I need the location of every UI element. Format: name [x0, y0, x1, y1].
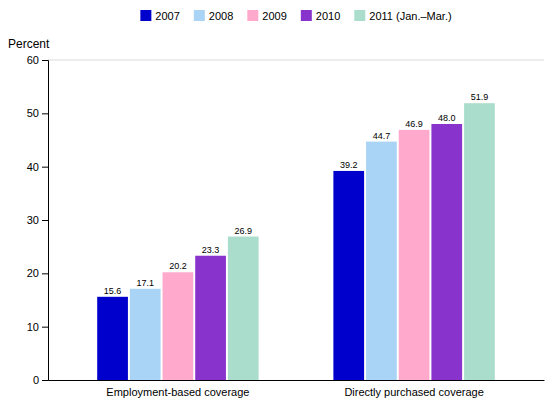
bar	[97, 297, 128, 380]
legend-label: 2011 (Jan.–Mar.)	[369, 10, 451, 22]
bar	[333, 171, 364, 380]
x-axis: Employment-based coverage Directly purcha…	[49, 381, 545, 398]
chart-container: 0 10 20 30 40 50 60 Employment-based coverage Di…	[0, 0, 560, 420]
bars	[97, 103, 495, 380]
y-tick-label: 40	[27, 161, 39, 173]
legend-item: 2008	[194, 10, 233, 22]
y-tick: 20	[27, 267, 48, 279]
y-tick: 40	[27, 161, 48, 173]
y-tick-mark	[42, 113, 48, 114]
axis-line	[42, 61, 49, 381]
axis-line	[49, 380, 545, 381]
y-tick-mark	[42, 220, 48, 221]
legend-swatch	[247, 10, 258, 21]
legend-swatch	[354, 10, 365, 21]
y-axis-label: Percent	[8, 37, 50, 51]
legend-label: 2008	[209, 10, 233, 22]
legend-label: 2010	[316, 10, 340, 22]
bar	[163, 272, 194, 380]
y-tick-mark	[42, 327, 48, 328]
x-tick: Directly purchased coverage	[344, 386, 483, 398]
x-tick-label: Employment-based coverage	[106, 386, 249, 398]
data-label: 48.0	[438, 113, 456, 123]
legend-swatch	[194, 10, 205, 21]
x-tick: Employment-based coverage	[106, 386, 249, 398]
y-tick-label: 30	[27, 214, 39, 226]
y-tick-mark	[42, 380, 48, 381]
y-tick: 0	[33, 374, 48, 386]
y-tick: 60	[27, 54, 48, 66]
data-label: 44.7	[373, 131, 391, 141]
data-label: 39.2	[340, 160, 358, 170]
bar	[399, 130, 430, 380]
data-label: 20.2	[169, 261, 187, 271]
frame-line	[48, 60, 544, 61]
data-label: 23.3	[202, 245, 220, 255]
bar	[464, 103, 495, 380]
y-tick-mark	[42, 273, 48, 274]
y-tick-mark	[42, 167, 48, 168]
y-tick-label: 60	[27, 54, 39, 66]
legend-item: 2011 (Jan.–Mar.)	[354, 10, 451, 22]
legend-swatch	[140, 10, 151, 21]
bar	[228, 237, 259, 380]
data-label: 17.1	[136, 278, 154, 288]
data-label: 26.9	[234, 226, 252, 236]
x-tick-label: Directly purchased coverage	[344, 386, 483, 398]
legend: 2007 2008 2009 2010 2011 (Jan.–Mar.)	[140, 10, 451, 22]
data-labels: 15.6 39.2 17.1 44.7 20.2 46.9 23.3 48.0 26.9 51.9	[104, 92, 488, 296]
y-tick-label: 20	[27, 267, 39, 279]
y-tick: 30	[27, 214, 48, 226]
y-tick-mark	[42, 60, 48, 61]
data-label: 51.9	[471, 92, 489, 102]
bar	[130, 289, 161, 380]
data-label: 15.6	[104, 286, 122, 296]
y-tick: 10	[27, 321, 48, 333]
legend-item: 2007	[140, 10, 179, 22]
legend-item: 2009	[247, 10, 286, 22]
y-tick-label: 10	[27, 321, 39, 333]
y-tick: 50	[27, 107, 48, 119]
chart-svg: 0 10 20 30 40 50 60 Employment-based coverage Di…	[0, 0, 560, 420]
plot: 0 10 20 30 40 50 60 Employment-based coverage Di…	[27, 54, 545, 398]
bar	[195, 256, 226, 380]
bar	[431, 124, 462, 380]
y-tick-label: 0	[33, 374, 39, 386]
bar	[366, 142, 397, 380]
data-label: 46.9	[405, 119, 423, 129]
y-tick-label: 50	[27, 107, 39, 119]
legend-item: 2010	[301, 10, 340, 22]
legend-swatch	[301, 10, 312, 21]
y-axis: 0 10 20 30 40 50 60	[27, 54, 49, 386]
legend-label: 2009	[262, 10, 286, 22]
legend-label: 2007	[155, 10, 179, 22]
